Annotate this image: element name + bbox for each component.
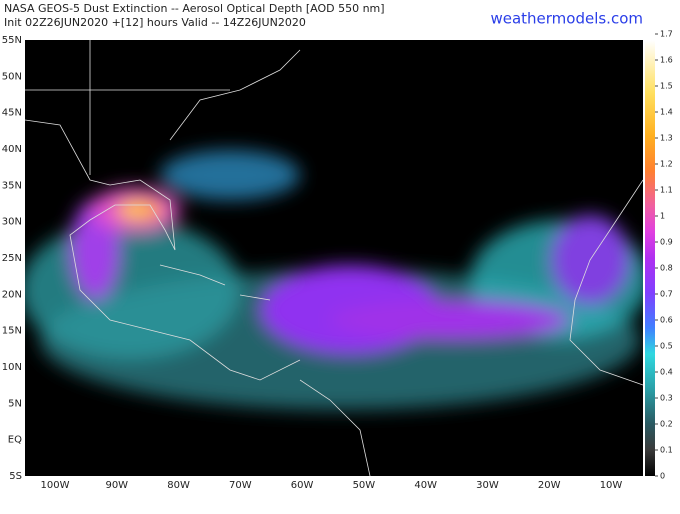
brand: weathermodels.com: [490, 10, 643, 28]
colorbar: [645, 40, 655, 476]
lat-label: EQ: [8, 435, 22, 446]
colorbar-tick-label: 1.7: [660, 30, 673, 39]
colorbar-tick-label: 0.3: [660, 394, 673, 403]
lon-label: 60W: [291, 480, 314, 491]
colorbar-tick-label: 1.2: [660, 160, 673, 169]
colorbar-tick-label: 1: [660, 212, 665, 221]
colorbar-tick-label: 0.9: [660, 238, 673, 247]
coastlines: [25, 40, 643, 476]
lon-label: 70W: [229, 480, 252, 491]
colorbar-tick-label: 0.1: [660, 446, 673, 455]
lat-label: 5S: [9, 471, 22, 482]
lat-label: 45N: [2, 108, 22, 119]
colorbar-tick-label: 1.6: [660, 56, 673, 65]
colorbar-tick-label: 0.7: [660, 290, 673, 299]
lon-label: 80W: [167, 480, 190, 491]
lon-label: 40W: [414, 480, 437, 491]
lon-label: 90W: [105, 480, 128, 491]
lat-label: 10N: [2, 362, 22, 373]
colorbar-tick-label: 0.6: [660, 316, 673, 325]
colorbar-tick-label: 1.5: [660, 82, 673, 91]
colorbar-tick-label: 0.8: [660, 264, 673, 273]
lat-label: 35N: [2, 180, 22, 191]
lat-label: 25N: [2, 253, 22, 264]
subtitle: Init 02Z26JUN2020 +[12] hours Valid -- 1…: [4, 16, 306, 29]
lon-label: 20W: [538, 480, 561, 491]
lon-label: 30W: [476, 480, 499, 491]
map: [25, 40, 643, 476]
colorbar-tick-label: 0: [660, 472, 665, 481]
colorbar-tick-label: 1.1: [660, 186, 673, 195]
colorbar-tick-label: 1.3: [660, 134, 673, 143]
lon-label: 10W: [600, 480, 623, 491]
colorbar-tick-label: 1.4: [660, 108, 673, 117]
lat-label: 50N: [2, 71, 22, 82]
lat-label: 55N: [2, 35, 22, 46]
title: NASA GEOS-5 Dust Extinction -- Aerosol O…: [4, 2, 385, 15]
colorbar-tick-label: 0.4: [660, 368, 673, 377]
lat-label: 40N: [2, 144, 22, 155]
dust-field: [25, 150, 643, 410]
colorbar-tick-label: 0.5: [660, 342, 673, 351]
lat-label: 20N: [2, 289, 22, 300]
lat-label: 30N: [2, 217, 22, 228]
lat-label: 15N: [2, 326, 22, 337]
lon-label: 50W: [353, 480, 376, 491]
lat-label: 5N: [8, 398, 22, 409]
lon-label: 100W: [41, 480, 70, 491]
colorbar-tick-label: 0.2: [660, 420, 673, 429]
